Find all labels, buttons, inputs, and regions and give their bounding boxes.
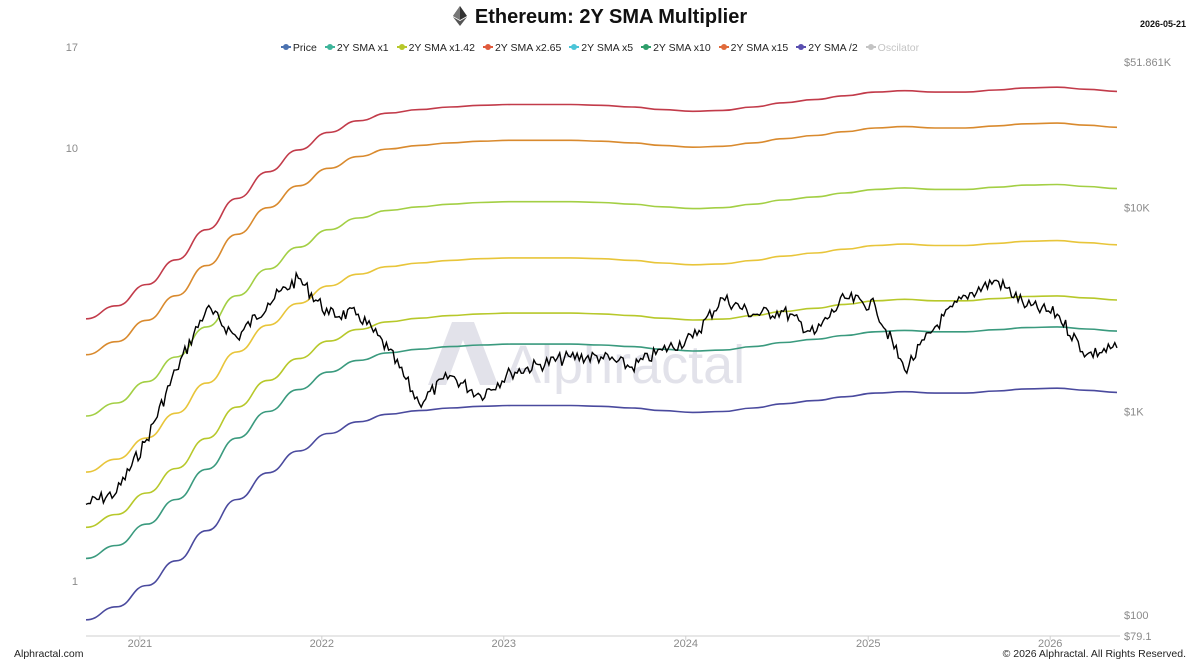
x-tick-label: 2023 [492, 638, 516, 650]
legend-label: 2Y SMA x15 [730, 42, 789, 54]
legend-item[interactable]: Oscilator [865, 42, 920, 54]
legend-swatch [324, 44, 335, 50]
copyright-label: © 2026 Alphractal. All Rights Reserved. [1002, 648, 1186, 660]
y-tick-label-left: 17 [66, 42, 78, 54]
y-axis-right-ticks: $51.861K $10K $1K $100 $79.1 [1124, 57, 1172, 643]
y-tick-label-right: $51.861K [1124, 57, 1172, 69]
legend-item[interactable]: 2Y SMA /2 [796, 42, 858, 54]
legend-swatch [482, 44, 493, 50]
legend-item[interactable]: Price [280, 42, 317, 54]
series-line-sma_x1 [85, 326, 1118, 560]
series-line-sma_x2_65 [85, 239, 1118, 473]
y-tick-label-right: $10K [1124, 203, 1150, 215]
chart-date: 2026-05-21 [1139, 19, 1186, 29]
x-tick-label: 2024 [674, 638, 698, 650]
alphractal-logo-icon [428, 322, 498, 385]
series-line-sma_x15 [85, 86, 1118, 320]
legend-label: 2Y SMA /2 [808, 42, 858, 54]
x-axis-ticks: 2021 2022 2023 2024 2025 2026 [128, 636, 1062, 650]
legend-item[interactable]: 2Y SMA x1 [324, 42, 389, 54]
legend-swatch [796, 44, 807, 50]
x-tick-label: 2026 [1038, 638, 1062, 650]
y-tick-label-left: 10 [66, 143, 78, 155]
chart-title-text: Ethereum: 2Y SMA Multiplier [474, 6, 748, 28]
x-tick-label: 2025 [856, 638, 880, 650]
legend-label: Price [292, 42, 317, 54]
legend-swatch [569, 44, 580, 50]
series-layer [85, 86, 1118, 621]
legend-item[interactable]: 2Y SMA x2.65 [482, 42, 562, 54]
y-tick-label-left: 1 [72, 576, 78, 588]
legend-label: 2Y SMA x2.65 [494, 42, 562, 54]
legend-item[interactable]: 2Y SMA x5 [569, 42, 633, 54]
legend-label: 2Y SMA x10 [653, 42, 711, 54]
x-tick-label: 2022 [310, 638, 334, 650]
legend-swatch [280, 44, 291, 50]
legend-swatch [641, 44, 652, 50]
series-line-price [85, 270, 1118, 506]
legend-swatch [718, 44, 729, 50]
x-tick-label: 2021 [128, 638, 152, 650]
legend-label: 2Y SMA x1.42 [408, 42, 475, 54]
legend-label: 2Y SMA x1 [336, 42, 389, 54]
legend-swatch [396, 44, 407, 50]
legend-swatch [865, 44, 876, 50]
series-line-sma_x1_42 [85, 295, 1118, 529]
series-line-sma_half [85, 387, 1118, 621]
legend-item[interactable]: 2Y SMA x15 [718, 42, 789, 54]
legend-label: Oscilator [877, 42, 920, 54]
chart-title: Ethereum: 2Y SMA Multiplier [0, 6, 1200, 32]
y-tick-label-right: $1K [1124, 406, 1144, 418]
chart-legend: Price 2Y SMA x1 2Y SMA x1.42 2Y SMA x2.65 2Y… [0, 42, 1200, 54]
source-label: Alphractal.com [14, 648, 84, 660]
y-tick-label-right: $79.1 [1124, 631, 1152, 643]
y-tick-label-right: $100 [1124, 610, 1148, 622]
legend-item[interactable]: 2Y SMA x10 [641, 42, 711, 54]
series-line-sma_x10 [85, 122, 1118, 356]
y-axis-left-ticks: 17 10 1 [66, 42, 78, 588]
legend-label: 2Y SMA x5 [581, 42, 634, 54]
series-line-sma_x5 [85, 183, 1118, 417]
legend-item[interactable]: 2Y SMA x1.42 [396, 42, 475, 54]
ethereum-icon [452, 6, 467, 32]
